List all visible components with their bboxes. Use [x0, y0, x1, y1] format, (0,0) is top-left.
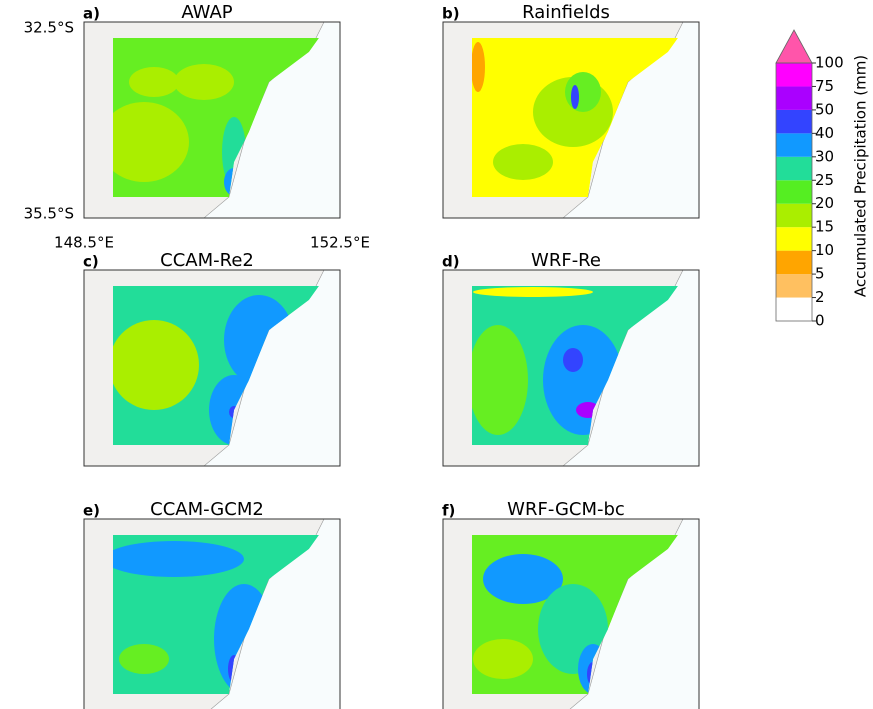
field-blob	[472, 42, 485, 92]
field-blob	[472, 325, 528, 435]
lon-label: 152.5°E	[310, 234, 370, 252]
precip-field	[472, 535, 678, 694]
colorbar-tick-label: 5	[815, 265, 825, 283]
field-blob	[113, 320, 199, 410]
colorbar-tick-label: 100	[815, 54, 844, 72]
colorbar-tick-label: 20	[815, 194, 834, 212]
colorbar-tick-label: 25	[815, 171, 834, 189]
colorbar-label: Accumulated Precipitation (mm)	[852, 55, 870, 297]
colorbar-segment	[776, 274, 812, 298]
map-panel	[83, 21, 341, 219]
panel-title: WRF-Re	[531, 250, 601, 271]
field-blob	[113, 541, 244, 577]
colorbar-segment	[776, 297, 812, 321]
field-blob	[493, 144, 553, 180]
colorbar-frame	[775, 62, 813, 322]
field-blob	[483, 554, 563, 604]
panel-title: Rainfields	[522, 2, 610, 23]
panel-label: c)	[83, 253, 99, 271]
field-blob	[571, 85, 579, 109]
map-panel	[83, 269, 341, 467]
map-panel	[442, 21, 700, 219]
colorbar-segment	[776, 86, 812, 110]
precip-field	[113, 286, 319, 445]
colorbar-tick-label: 0	[815, 312, 825, 330]
colorbar-tick-label: 15	[815, 218, 834, 236]
colorbar-tick-label: 30	[815, 147, 834, 165]
panel-frame	[83, 518, 341, 709]
panel-title: WRF-GCM-bc	[507, 499, 625, 520]
colorbar-tick-label: 75	[815, 77, 834, 95]
colorbar-tick-label: 10	[815, 241, 834, 259]
colorbar-segment	[776, 63, 812, 87]
panel-title: CCAM-Re2	[160, 250, 254, 271]
panel-label: f)	[442, 502, 455, 520]
panel-label: b)	[442, 5, 460, 23]
colorbar-extension	[775, 29, 813, 64]
field-blob	[473, 287, 593, 297]
map-panel	[83, 518, 341, 709]
field-blob	[129, 67, 179, 97]
colorbar-segment	[776, 250, 812, 275]
lat-label: 32.5°S	[24, 19, 74, 37]
map-panel	[442, 269, 700, 467]
colorbar-tick-label: 40	[815, 124, 834, 142]
colorbar-segment	[776, 203, 812, 228]
field-blob	[563, 348, 583, 372]
panel-label: a)	[83, 5, 100, 23]
colorbar-segment	[776, 227, 812, 251]
field-blob	[565, 72, 601, 112]
colorbar-tick-label: 50	[815, 100, 834, 118]
panel-frame	[83, 21, 341, 219]
panel-label: d)	[442, 253, 460, 271]
panel-label: e)	[83, 502, 100, 520]
map-panel	[442, 518, 700, 709]
field-blob	[113, 102, 189, 182]
field-blob	[473, 639, 533, 679]
field-blob	[119, 644, 169, 674]
precip-field	[472, 286, 678, 445]
colorbar-segment	[776, 109, 812, 134]
colorbar-segment	[776, 180, 812, 204]
colorbar-segment	[776, 156, 812, 181]
panel-title: CCAM-GCM2	[150, 499, 264, 520]
colorbar-tick-label: 2	[815, 288, 825, 306]
panel-frame	[442, 21, 700, 219]
precip-field	[472, 38, 678, 197]
panel-frame	[442, 269, 700, 467]
field-blob	[174, 64, 234, 100]
panel-frame	[442, 518, 700, 709]
colorbar-segment	[776, 133, 812, 157]
panel-frame	[83, 269, 341, 467]
lon-label: 148.5°E	[54, 234, 114, 252]
lat-label: 35.5°S	[24, 205, 74, 223]
panel-title: AWAP	[181, 2, 232, 23]
